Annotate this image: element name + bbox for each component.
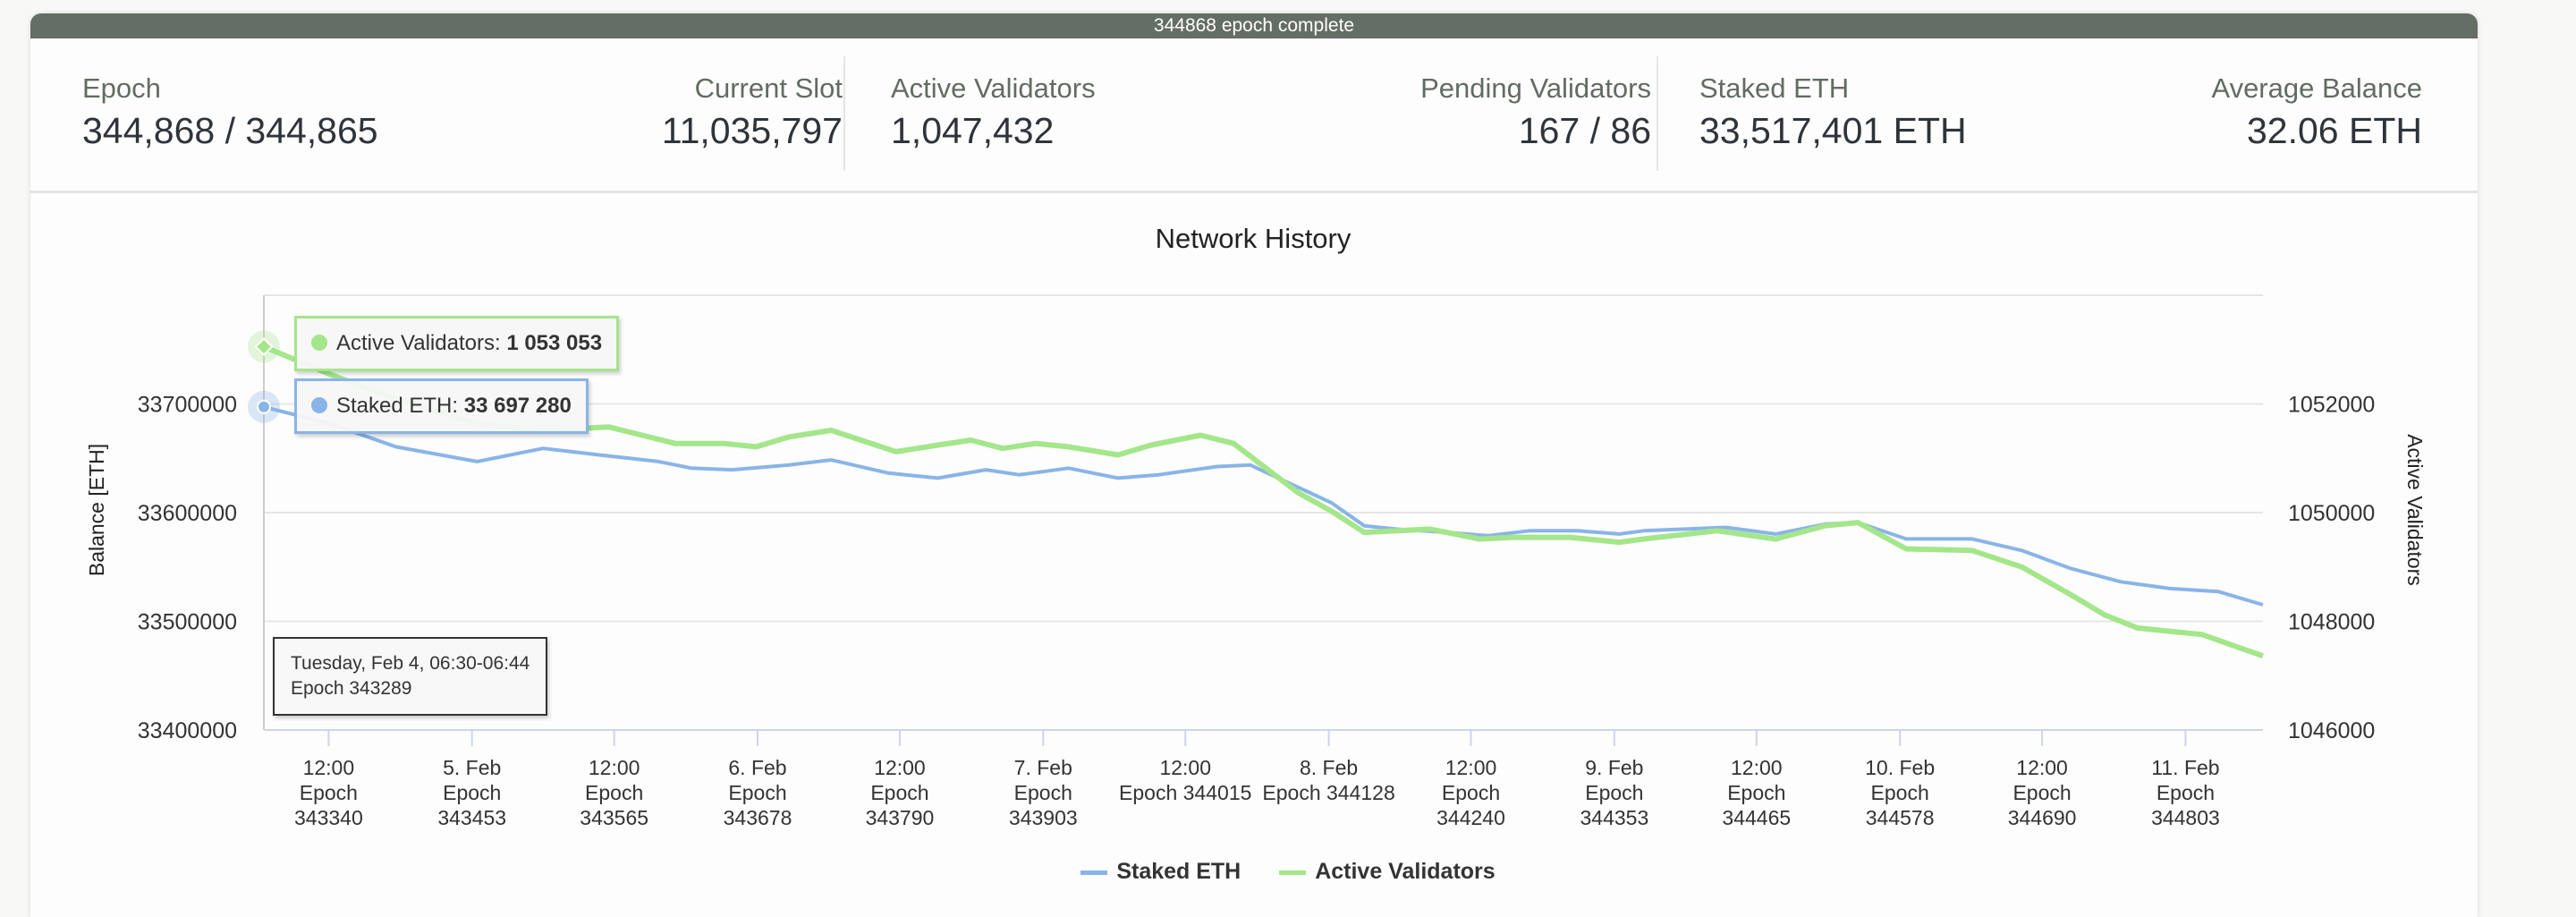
x-tick-label: 343340 [294,806,363,829]
x-tick-label: Epoch 344015 [1119,781,1251,804]
y-tick-label: 33600000 [138,501,237,526]
x-tick-label: 12:00 [1159,756,1211,779]
y2-tick-label: 1052000 [2288,393,2375,418]
x-tick-label: 10. Feb [1865,756,1935,779]
x-tick-label: Epoch [1014,781,1072,804]
x-tick-label: 343565 [580,806,648,829]
y2-axis-title: Active Validators [2403,434,2427,586]
x-tick-label: 344353 [1580,806,1648,829]
tooltip-active-validators: Active Validators: 1 053 053 [294,316,620,371]
staked-eth-label: Staked ETH [1699,72,1850,104]
chart-legend: Staked ETH Active Validators [0,859,2576,885]
x-tick-label: 343453 [437,806,506,829]
tooltip-staked-value: 33 697 280 [463,394,572,418]
x-tick-label: 344240 [1436,806,1505,829]
legend-item-active-validators[interactable]: Active Validators [1279,859,1496,884]
y-tick-label: 33700000 [138,393,237,418]
x-tick-label: Epoch [443,781,501,804]
active-legend-swatch-icon [1279,870,1307,875]
x-tick-label: 343790 [866,806,935,829]
y-tick-label: 33400000 [138,718,237,743]
tooltip-date: Tuesday, Feb 4, 06:30-06:44 [291,653,530,674]
tooltip-active-label: Active Validators: [336,331,507,355]
pending-validators-value: 167 / 86 [1518,110,1651,151]
chart-title: Network History [1156,223,1352,254]
y-tick-label: 33500000 [138,610,237,635]
tooltip-staked-eth: Staked ETH: 33 697 280 [294,378,589,434]
average-balance-value: 32.06 ETH [2247,110,2422,151]
active-validators-value: 1,047,432 [891,110,1055,151]
current-slot-label: Current Slot [694,72,843,104]
x-tick-label: 12:00 [589,756,640,779]
x-tick-label: 12:00 [1731,756,1783,779]
current-slot-value[interactable]: 11,035,797 [661,110,843,151]
x-tick-label: 343678 [724,806,792,829]
x-tick-label: 9. Feb [1585,756,1643,779]
hover-marker-circle [257,399,271,414]
x-tick-label: 344465 [1722,806,1791,829]
average-balance-label: Average Balance [2211,72,2422,104]
epoch-value[interactable]: 344,868 / 344,865 [82,110,378,151]
staked-series-dot-icon [311,397,327,413]
x-tick-label: Epoch [1727,781,1785,804]
active-series-dot-icon [311,335,327,351]
pending-validators-label: Pending Validators [1420,72,1651,104]
y2-tick-label: 1046000 [2288,718,2375,743]
staked-eth-value: 33,517,401 ETH [1699,110,1967,151]
epoch-status-bar: 344868 epoch complete [30,13,2478,38]
x-tick-label: 7. Feb [1014,756,1072,779]
x-tick-label: 12:00 [2016,756,2068,779]
x-tick-label: Epoch [728,781,786,804]
x-tick-label: Epoch [2157,781,2215,804]
x-tick-label: 5. Feb [443,756,501,779]
stat-group-balance: Staked ETH 33,517,401 ETH Average Balanc… [1699,55,2422,169]
x-tick-label: 344578 [1866,806,1935,829]
active-validators-line [262,344,2264,658]
stat-group-validators: Active Validators 1,047,432 Pending Vali… [891,55,1651,169]
y-axis-title: Balance [ETH] [85,444,108,576]
x-tick-label: Epoch [1585,781,1643,804]
stats-divider [1657,56,1658,171]
tooltip-x-header: Tuesday, Feb 4, 06:30-06:44 Epoch 343289 [273,637,548,716]
x-tick-label: 11. Feb [2151,756,2219,779]
y2-tick-label: 1048000 [2288,610,2375,635]
legend-label: Staked ETH [1116,859,1241,884]
staked-eth-line [263,404,2264,607]
x-tick-label: Epoch [300,781,358,804]
active-validators-label: Active Validators [891,72,1096,104]
hover-marker-diamond [254,337,274,356]
epoch-label: Epoch [82,72,161,104]
x-tick-label: 12:00 [874,756,926,779]
x-tick-label: Epoch [1871,781,1929,804]
x-tick-label: Epoch [2012,781,2071,804]
y2-tick-label: 1050000 [2288,501,2375,526]
x-tick-label: Epoch 344128 [1262,781,1394,804]
stats-row: Epoch 344,868 / 344,865 Current Slot 11,… [30,38,2478,193]
x-tick-label: 12:00 [1445,756,1497,779]
x-tick-label: 344690 [2008,806,2077,829]
tooltip-active-value: 1 053 053 [506,331,603,355]
tooltip-staked-label: Staked ETH: [336,394,464,418]
stats-divider [843,56,845,171]
legend-label: Active Validators [1315,859,1496,884]
stat-group-epoch: Epoch 344,868 / 344,865 Current Slot 11,… [82,55,843,169]
x-tick-label: Epoch [870,781,928,804]
legend-item-staked-eth[interactable]: Staked ETH [1080,859,1241,884]
x-tick-label: Epoch [1442,781,1500,804]
x-tick-label: 6. Feb [728,756,786,779]
staked-legend-swatch-icon [1080,870,1108,875]
x-tick-label: 344803 [2151,806,2220,829]
x-tick-label: 8. Feb [1300,756,1358,779]
x-tick-label: 343903 [1009,806,1078,829]
tooltip-epoch: Epoch 343289 [291,678,412,699]
network-card: 344868 epoch complete Epoch 344,868 / 34… [30,13,2478,917]
x-tick-label: Epoch [585,781,643,804]
x-tick-label: 12:00 [303,756,355,779]
